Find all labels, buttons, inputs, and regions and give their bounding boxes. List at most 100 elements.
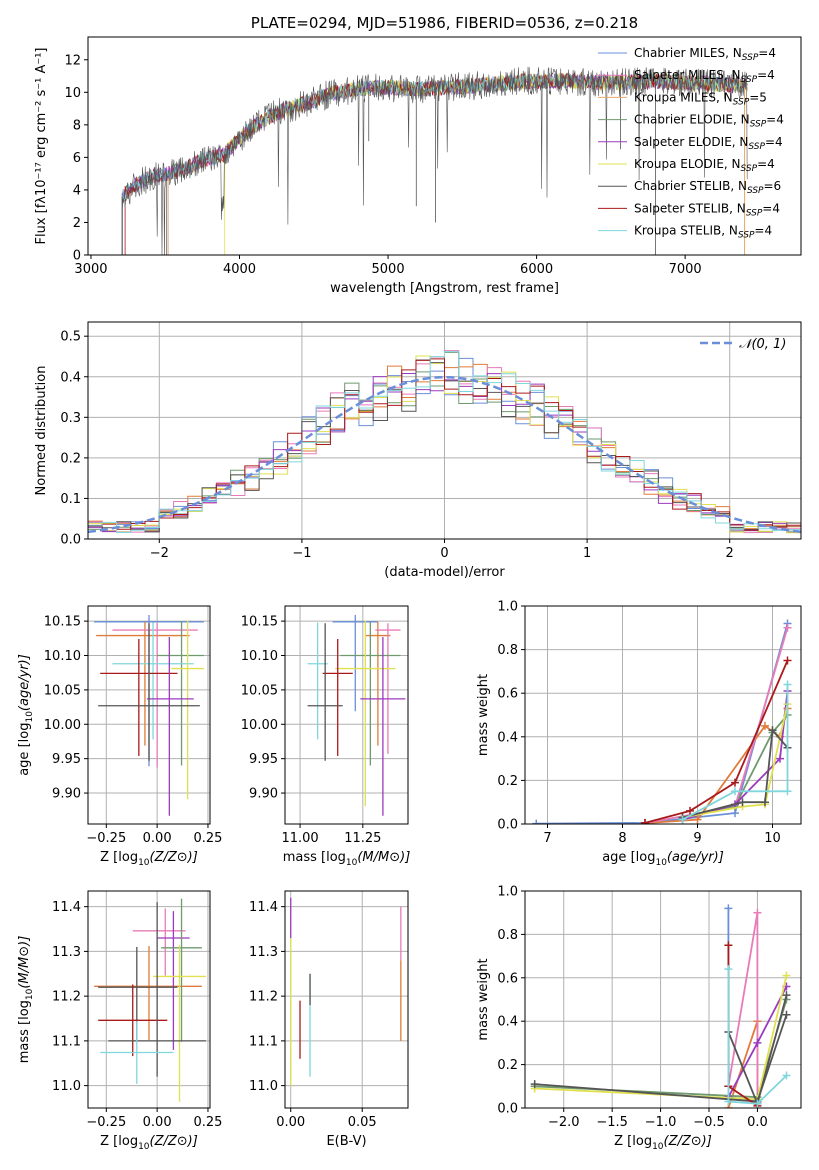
y-tick-label: 10.15 [44,615,81,630]
weight-series [678,680,792,824]
x-axis-label: Z [log10(Z/Z⊙)] [100,850,198,868]
legend-entry: Chabrier MILES, NSSP=4 [634,46,776,63]
weight-marker [693,815,702,824]
y-tick-label: 11.1 [249,1034,278,1049]
y-tick-label: 0 [73,249,81,264]
errorbar-point [335,620,396,807]
weight-marker [753,1099,762,1108]
x-tick-label: −2 [150,546,169,561]
y-tick-label: 11.3 [249,945,278,960]
x-tick-label: −2.0 [548,1115,580,1130]
age-vs-mass-panel: 11.00 11.25 9.90 9.95 10.00 10.05 10.10 10.15 ma… [241,605,411,868]
plot-area [530,904,791,1108]
x-tick-label: −0.25 [86,1115,126,1130]
y-tick-label: 12 [64,53,81,68]
errorbar-point [332,614,378,712]
y-axis-label: mass weight [476,958,491,1040]
weight-marker [783,680,792,689]
x-tick-label: 0.05 [348,1115,377,1130]
y-tick-label: 11.2 [52,990,81,1005]
errorbar-point [365,621,391,746]
weight-marker [724,904,733,913]
weight-marker [724,941,733,950]
weight-marker [782,1071,791,1080]
errorbar-point [100,1021,174,1084]
x-tick-label: −0.25 [86,831,126,846]
legend-entry: Kroupa MILES, NSSP=5 [634,90,767,107]
errorbar-point [146,636,194,816]
y-tick-label: 0.4 [497,1015,518,1030]
weight-marker [761,721,769,730]
errorbar-point [375,623,401,754]
spectrum-series [121,66,748,255]
legend-entry: Kroupa ELODIE, NSSP=4 [634,157,775,174]
y-tick-label: 0.8 [497,928,518,943]
x-tick-label: 0.00 [276,1115,305,1130]
plot-area [532,619,792,824]
errorbar-point [98,984,168,1057]
weight-line [682,684,789,821]
legend-entry: Kroupa STELIB, NSSP=4 [634,224,772,241]
age-vs-metallicity-panel: −0.25 0.00 0.25 9.90 9.95 10.00 10.05 10.10 10.1… [17,605,222,868]
x-tick-label: 0.00 [143,1115,172,1130]
y-tick-label: 0.0 [60,533,81,548]
axes-frame [87,321,802,540]
x-tick-label: 2 [726,546,734,561]
x-axis-label: mass [log10(M/M⊙)] [283,850,411,868]
mass-vs-reddening-panel: 0.00 0.05 11.0 11.1 11.2 11.3 11.4 E(B-V) [249,890,409,1149]
y-tick-label: 10.10 [241,649,278,664]
errorbar-point [340,621,401,766]
weight-marker [782,1010,791,1019]
errorbar-point [360,636,406,816]
weight-series [724,965,791,1108]
weight-marker [753,908,762,917]
y-tick-label: 11.1 [52,1034,81,1049]
errorbar-point [157,911,190,1050]
x-tick-label: 3000 [74,262,107,277]
weight-series [532,619,792,824]
y-tick-label: 0.1 [60,492,81,507]
x-tick-label: 0.0 [747,1115,768,1130]
spectrum-panel: 3000 4000 5000 6000 7000 0 2 4 6 8 10 12 wavelength … [34,14,802,296]
y-tick-label: 11.0 [249,1079,278,1094]
y-tick-label: 4 [73,183,81,198]
y-tick-label: 10.00 [241,718,278,733]
axes-frame [524,605,802,825]
x-tick-label: −1 [292,546,311,561]
weight-line [536,623,789,824]
y-tick-label: 6 [73,151,81,166]
weight-line [727,945,758,1107]
weight-line [644,660,789,824]
weight-marker [783,623,792,632]
y-tick-label: 0.2 [497,1058,518,1073]
weight-marker [768,726,777,735]
weight-marker [783,787,792,796]
legend-entry: Salpeter MILES, NSSP=4 [634,68,775,85]
legend-entry: Salpeter STELIB, NSSP=4 [634,201,780,218]
spectrum-series [121,72,748,255]
weight-marker [641,818,649,824]
errorbar-point [161,898,202,1042]
weight-marker [731,787,739,796]
errorbar-point [307,622,328,740]
y-tick-label: 11.3 [52,945,81,960]
y-tick-label: 10.10 [44,649,81,664]
axes-frame [87,36,802,256]
x-tick-label: 11.00 [281,831,318,846]
weight-marker [530,1080,539,1089]
y-tick-label: 10.15 [241,615,278,630]
weight-series [724,908,762,1108]
y-tick-label: 8 [73,118,81,133]
errorbar-point [112,622,194,740]
y-tick-label: 0.0 [497,818,518,833]
weight-line [682,690,789,821]
x-tick-label: 5000 [372,262,405,277]
x-tick-label: −0.5 [693,1115,725,1130]
x-axis-label: E(B-V) [326,1134,366,1149]
errorbar-point [112,623,198,768]
y-tick-label: 0.4 [497,730,518,745]
residuals-panel: −2 −1 0 1 2 0.0 0.1 0.2 0.3 0.4 0.5 (data-model)/er… [34,321,802,580]
y-tick-label: 9.90 [249,787,278,802]
x-tick-label: 7 [543,831,551,846]
